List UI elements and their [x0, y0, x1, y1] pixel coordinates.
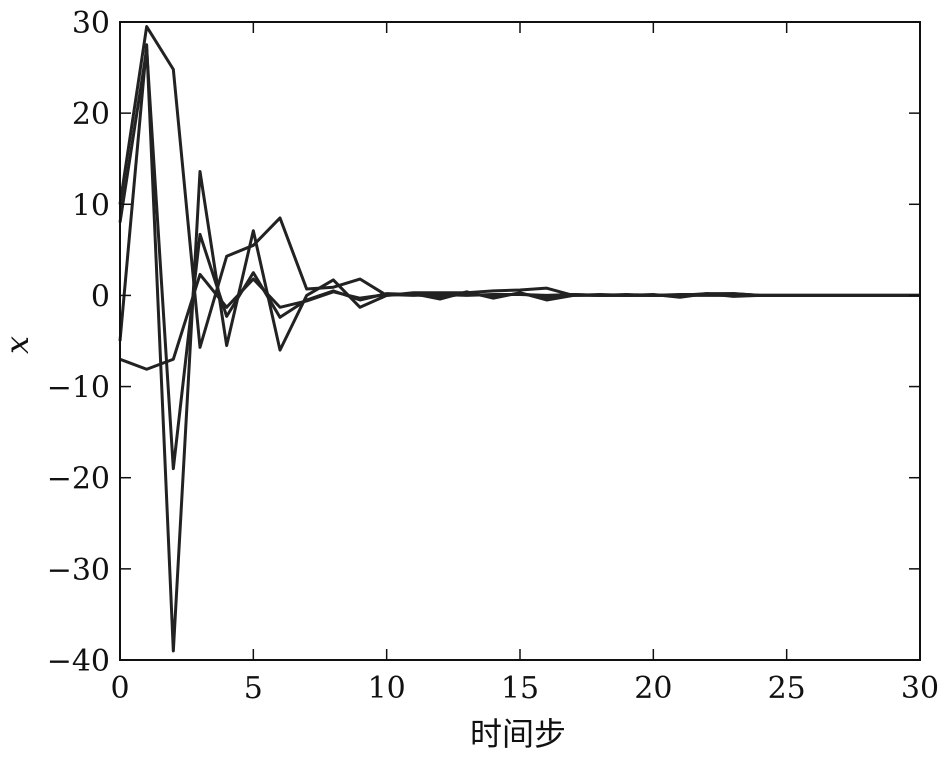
- y-tick-label: −30: [47, 553, 110, 588]
- x-tick-label: 10: [368, 671, 406, 706]
- x-tick-label: 20: [634, 671, 672, 706]
- y-tick-label: 0: [91, 279, 110, 314]
- x-tick-label: 30: [901, 671, 939, 706]
- series-layer: [118, 25, 920, 653]
- series-line-3: [118, 47, 920, 471]
- x-tick-label: 25: [768, 671, 806, 706]
- y-tick-label: −10: [47, 371, 110, 406]
- x-tick-label: 5: [244, 671, 263, 706]
- y-tick-label: 20: [72, 97, 110, 132]
- x-tick-label: 0: [110, 671, 129, 706]
- ticks-layer: [119, 21, 921, 661]
- y-tick-labels: −40 −30 −20 −10 0 10 20 30: [47, 6, 110, 679]
- y-tick-label: −40: [47, 644, 110, 679]
- plot-frame: [119, 21, 921, 661]
- y-tick-label: −20: [47, 462, 110, 497]
- y-tick-label: 10: [72, 188, 110, 223]
- series-line-2: [118, 43, 920, 653]
- series-line-1: [118, 25, 920, 349]
- x-axis-label: 时间步: [470, 715, 566, 753]
- x-tick-label: 15: [501, 671, 539, 706]
- y-tick-label: 30: [72, 6, 110, 41]
- x-tick-labels: 0 5 10 15 20 25 30: [110, 671, 939, 706]
- series-line-4: [119, 272, 920, 371]
- y-axis-label: x: [0, 336, 36, 354]
